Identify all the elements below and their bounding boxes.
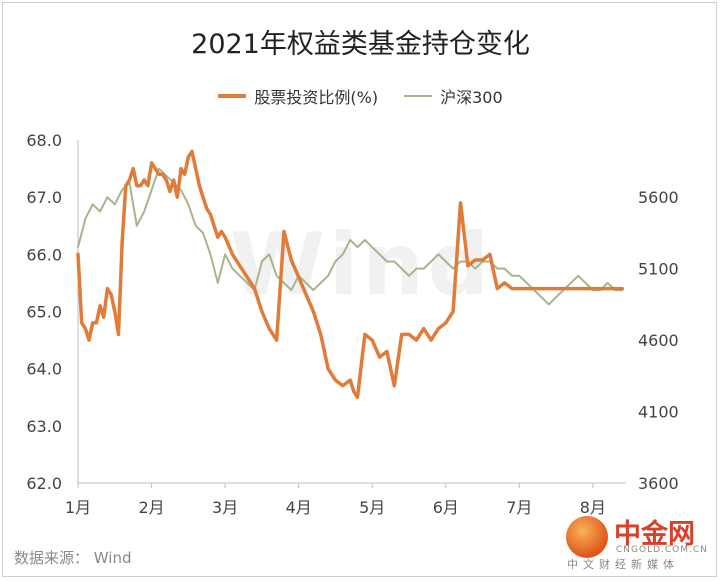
y-left-tick-label: 68.0	[26, 131, 62, 150]
y-left-tick-label: 63.0	[26, 417, 62, 436]
y-right-tick-label: 4100	[638, 403, 679, 422]
x-tick-label: 5月	[359, 498, 385, 517]
y-right-tick-label: 5600	[638, 188, 679, 207]
y-right-tick-label: 5100	[638, 260, 679, 279]
y-left-tick-label: 66.0	[26, 245, 62, 264]
legend-item-stock-ratio: 股票投资比例(%)	[218, 84, 378, 108]
logo-name: 中金网	[614, 519, 695, 550]
x-tick-label: 2月	[138, 498, 164, 517]
x-tick-label: 8月	[580, 498, 606, 517]
legend-swatch-hs300	[404, 95, 433, 97]
legend-swatch-stock-ratio	[218, 94, 247, 98]
cngold-logo: 中金网 CNGOLD.COM.CN 中文财经新媒体	[566, 510, 712, 574]
series-line-stock-ratio	[76, 149, 625, 400]
x-tick-label: 4月	[286, 498, 312, 517]
y-left-tick-label: 64.0	[26, 360, 62, 379]
y-right-tick-label: 3600	[638, 474, 679, 493]
legend-label-stock-ratio: 股票投资比例(%)	[254, 88, 379, 107]
logo-tagline: 中文财经新媒体	[567, 558, 679, 571]
logo-url: CNGOLD.COM.CN	[616, 545, 708, 555]
legend-item-hs300: 沪深300	[404, 84, 503, 108]
x-tick-label: 7月	[506, 498, 532, 517]
x-tick-label: 6月	[433, 498, 459, 517]
y-right-tick-label: 4600	[638, 331, 679, 350]
chart-legend: 股票投资比例(%) 沪深300	[0, 84, 721, 108]
x-tick-label: 3月	[212, 498, 238, 517]
source-note: 数据来源： Wind	[14, 549, 132, 567]
series-line-hs300	[77, 167, 624, 306]
y-left-tick-label: 62.0	[26, 474, 62, 493]
y-left-tick-label: 67.0	[26, 188, 62, 207]
logo-mark-icon	[566, 516, 608, 558]
x-tick-label: 1月	[65, 498, 91, 517]
chart-title: 2021年权益类基金持仓变化	[191, 29, 530, 60]
legend-label-hs300: 沪深300	[440, 88, 503, 107]
y-left-tick-label: 65.0	[26, 303, 62, 322]
